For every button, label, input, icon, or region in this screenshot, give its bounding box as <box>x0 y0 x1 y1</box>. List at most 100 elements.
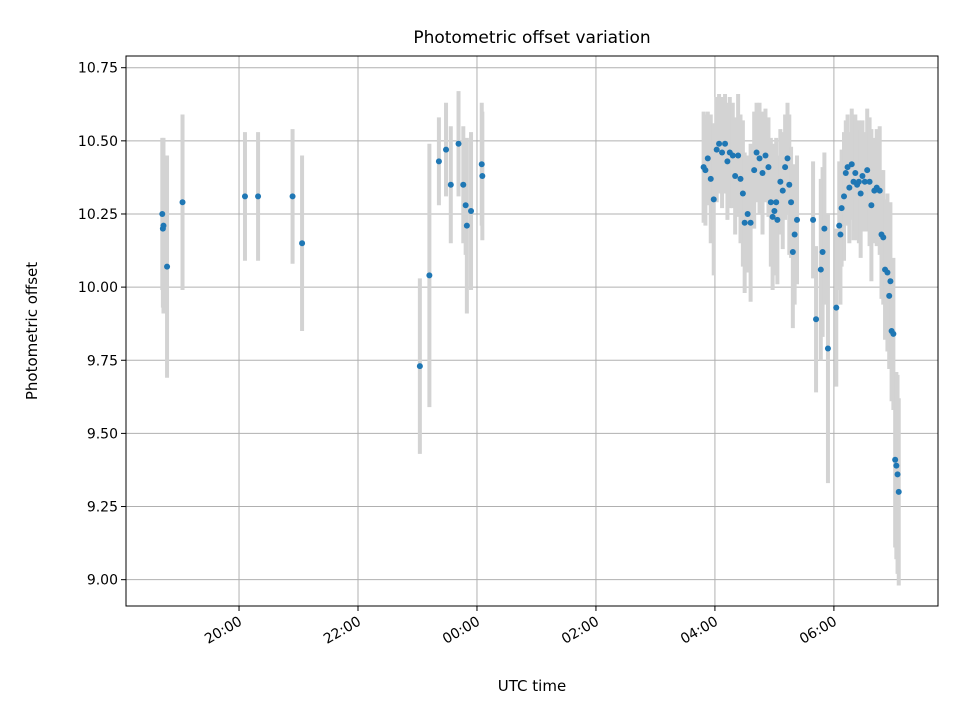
data-point <box>821 225 828 232</box>
data-point <box>864 167 871 174</box>
data-point <box>773 199 780 206</box>
data-point <box>884 269 891 276</box>
data-point <box>160 222 167 229</box>
x-tick-label: 00:00 <box>440 614 483 648</box>
data-point <box>443 146 450 153</box>
error-bars <box>160 91 901 586</box>
data-point <box>751 167 758 174</box>
data-point <box>737 175 744 182</box>
data-point <box>841 193 848 200</box>
data-point <box>887 278 894 285</box>
y-tick-label: 10.00 <box>78 280 118 296</box>
data-point <box>813 316 820 323</box>
data-point <box>753 149 760 156</box>
y-tick-label: 9.25 <box>87 500 118 516</box>
data-point <box>255 193 262 200</box>
data-point <box>890 330 897 337</box>
data-point <box>241 193 248 200</box>
data-point <box>782 164 789 171</box>
data-point <box>836 222 843 229</box>
data-point <box>724 158 731 165</box>
data-point <box>817 266 824 273</box>
y-axis: 9.00 9.25 9.50 9.75 10.00 10.25 10.50 10.75 <box>78 61 126 589</box>
data-point <box>762 152 769 159</box>
data-point <box>837 231 844 238</box>
data-point <box>894 471 901 478</box>
data-point <box>729 152 736 159</box>
data-point <box>786 181 793 188</box>
data-point <box>893 462 900 469</box>
data-point <box>710 196 717 203</box>
data-point <box>848 161 855 168</box>
data-point <box>857 190 864 197</box>
data-point <box>164 263 171 270</box>
data-point <box>704 155 711 162</box>
data-point <box>447 181 454 188</box>
data-point <box>788 199 795 206</box>
data-point <box>868 202 875 209</box>
data-point <box>842 170 849 177</box>
data-point <box>777 178 784 185</box>
data-point <box>713 146 720 153</box>
data-point <box>789 249 796 256</box>
data-point <box>289 193 296 200</box>
data-point <box>880 234 887 241</box>
y-tick-label: 10.75 <box>78 61 118 77</box>
data-point <box>747 219 754 226</box>
x-axis-label: UTC time <box>498 677 566 695</box>
data-point <box>767 199 774 206</box>
data-point <box>859 172 866 179</box>
data-point <box>416 363 423 370</box>
y-tick-label: 10.50 <box>78 134 118 150</box>
data-point <box>722 140 729 147</box>
data-point <box>774 216 781 223</box>
data-point <box>435 158 442 165</box>
data-point <box>716 140 723 147</box>
x-tick-label: 06:00 <box>797 614 840 648</box>
data-point <box>719 149 726 156</box>
data-point <box>765 164 772 171</box>
chart-title: Photometric offset variation <box>413 28 650 48</box>
data-point <box>769 213 776 220</box>
data-point <box>479 172 486 179</box>
data-point <box>744 210 751 217</box>
data-point <box>844 164 851 171</box>
grid <box>126 56 938 606</box>
y-axis-label: Photometric offset <box>23 262 41 400</box>
x-axis: 20:00 22:00 00:00 02:00 04:00 06:00 <box>202 606 840 648</box>
data-points <box>159 140 902 495</box>
data-point <box>462 202 469 209</box>
data-point <box>735 152 742 159</box>
data-point <box>299 240 306 247</box>
y-tick-label: 10.25 <box>78 207 118 223</box>
data-point <box>741 219 748 226</box>
y-tick-label: 9.50 <box>87 426 118 442</box>
data-point <box>455 140 462 147</box>
data-point <box>779 187 786 194</box>
data-point <box>771 208 778 215</box>
x-tick-label: 22:00 <box>321 614 364 648</box>
data-point <box>784 155 791 162</box>
data-point <box>838 205 845 212</box>
data-point <box>852 170 859 177</box>
data-point <box>759 170 766 177</box>
data-point <box>886 292 893 299</box>
data-point <box>463 222 470 229</box>
data-point <box>794 216 801 223</box>
data-point <box>702 167 709 174</box>
data-point <box>855 178 862 185</box>
data-point <box>756 155 763 162</box>
data-point <box>866 178 873 185</box>
y-tick-label: 9.75 <box>87 353 118 369</box>
data-point <box>426 272 433 279</box>
x-tick-label: 04:00 <box>678 614 721 648</box>
data-point <box>460 181 467 188</box>
data-point <box>159 210 166 217</box>
data-point <box>732 172 739 179</box>
data-point <box>791 231 798 238</box>
y-tick-label: 9.00 <box>87 573 118 589</box>
x-tick-label: 02:00 <box>559 614 602 648</box>
data-point <box>179 199 186 206</box>
x-tick-label: 20:00 <box>202 614 245 648</box>
